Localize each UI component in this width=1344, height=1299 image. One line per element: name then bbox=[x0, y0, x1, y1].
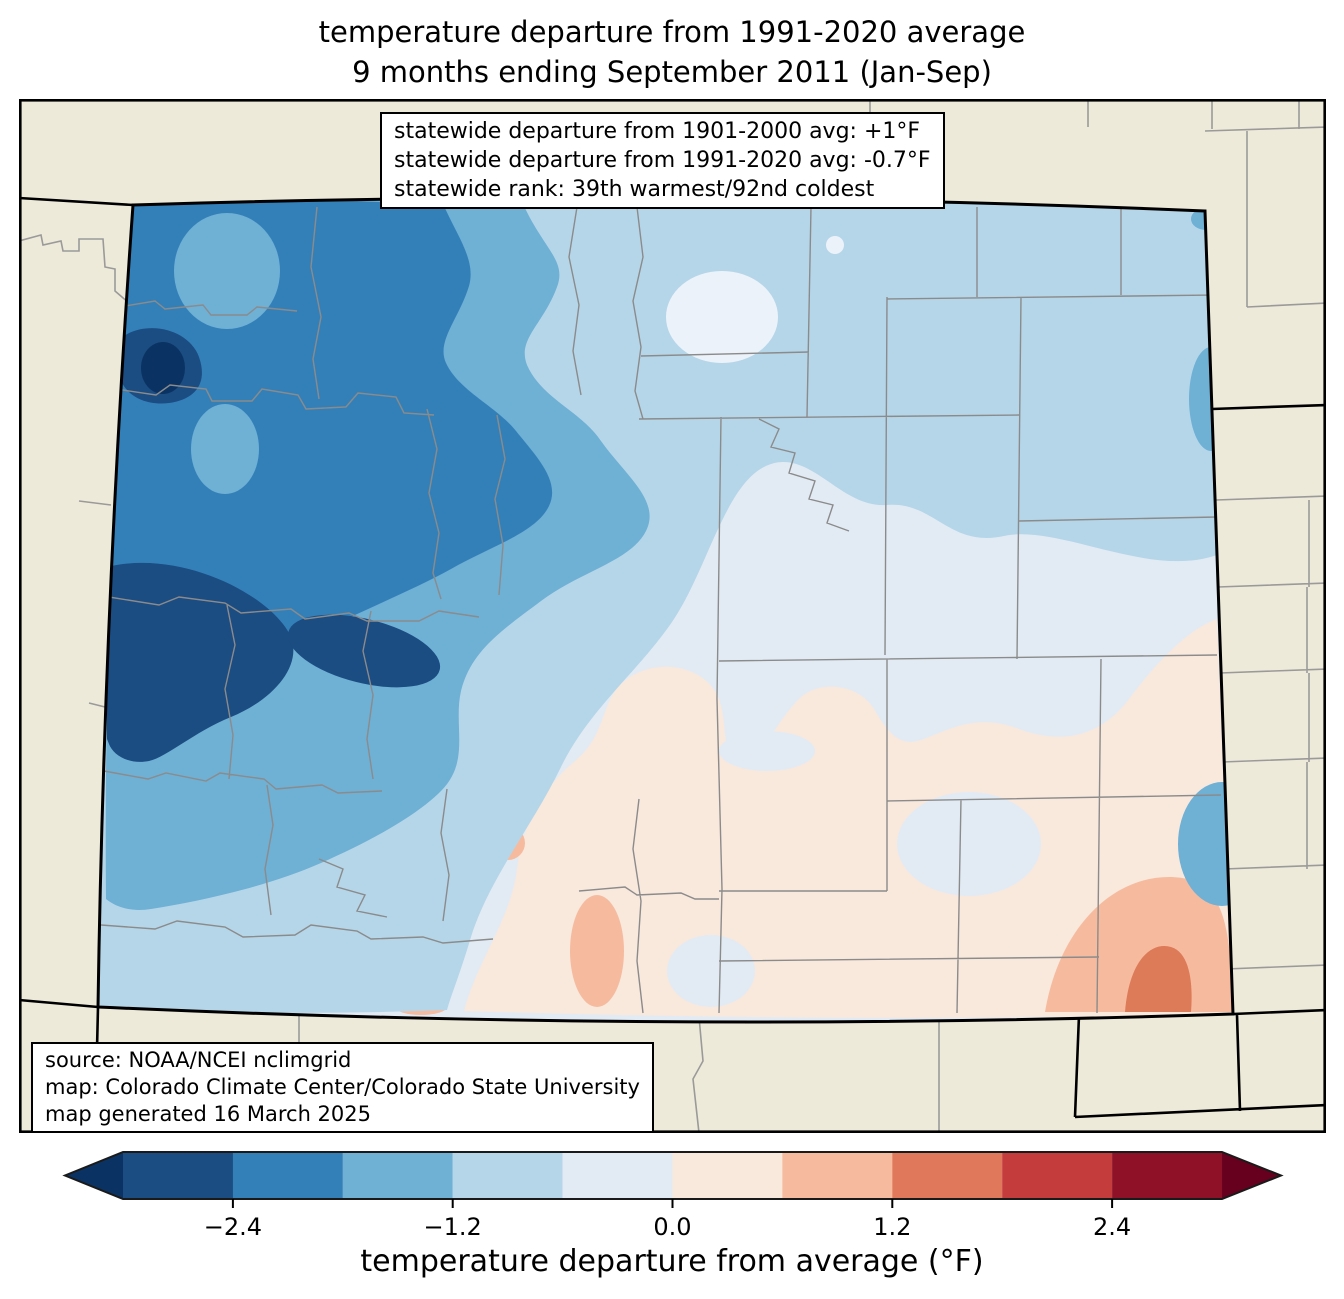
palest-blob bbox=[666, 271, 778, 363]
colorbar-segments bbox=[62, 1151, 1284, 1200]
colorbar-bin-9 bbox=[1112, 1152, 1223, 1199]
tick-label-neg2p4: −2.4 bbox=[204, 1213, 262, 1241]
tick-label-neg1p2: −1.2 bbox=[424, 1213, 482, 1241]
tick-label-2p4: 2.4 bbox=[1093, 1213, 1131, 1241]
figure-title: temperature departure from 1991-2020 ave… bbox=[0, 12, 1344, 92]
statewide-stats-box: statewide departure from 1901-2000 avg: … bbox=[380, 112, 945, 209]
contour-warm-southeast-core bbox=[1125, 945, 1192, 1012]
source-line-3: map generated 16 March 2025 bbox=[45, 1102, 372, 1126]
contour-dark-tongue bbox=[287, 614, 441, 688]
pale-pocket-3 bbox=[719, 731, 815, 771]
colorbar-bin-6 bbox=[782, 1152, 893, 1199]
colorbar-tick-labels: −2.4 −1.2 0.0 1.2 2.4 bbox=[204, 1213, 1131, 1241]
east-edge-blue-blob-2 bbox=[1178, 782, 1233, 906]
stats-line-3: statewide rank: 39th warmest/92nd coldes… bbox=[394, 177, 875, 202]
colorbar-bin-7 bbox=[892, 1152, 1003, 1199]
colorbar-bin-8 bbox=[1002, 1152, 1113, 1199]
pale-pocket-1 bbox=[897, 792, 1041, 896]
tick-label-1p2: 1.2 bbox=[873, 1213, 911, 1241]
colorbar: −2.4 −1.2 0.0 1.2 2.4 bbox=[0, 1142, 1344, 1252]
colorado-anomaly-map bbox=[19, 99, 1326, 1133]
colorbar-arrow-low bbox=[65, 1152, 123, 1199]
stats-line-2: statewide departure from 1991-2020 avg: … bbox=[394, 148, 931, 173]
contour-coldest-core bbox=[141, 342, 185, 394]
colorbar-bin-3 bbox=[452, 1152, 563, 1199]
tick-label-0p0: 0.0 bbox=[653, 1213, 691, 1241]
source-line-1: source: NOAA/NCEI nclimgrid bbox=[45, 1048, 352, 1072]
colorbar-outline bbox=[62, 1151, 1284, 1200]
contour-warm-blob-oval bbox=[570, 895, 624, 1007]
colorbar-bin-5 bbox=[672, 1152, 783, 1199]
title-line-1: temperature departure from 1991-2020 ave… bbox=[318, 15, 1026, 49]
source-box: source: NOAA/NCEI nclimgrid map: Colorad… bbox=[31, 1042, 654, 1133]
pale-pocket-2 bbox=[667, 935, 755, 1007]
palest-dot bbox=[826, 236, 844, 254]
county-borders bbox=[100, 206, 1222, 1014]
source-line-2: map: Colorado Climate Center/Colorado St… bbox=[45, 1075, 640, 1099]
colorbar-ticks bbox=[231, 1199, 1114, 1208]
stats-line-1: statewide departure from 1901-2000 avg: … bbox=[394, 119, 921, 144]
title-line-2: 9 months ending September 2011 (Jan-Sep) bbox=[352, 55, 992, 89]
colorbar-arrow-high bbox=[1222, 1152, 1281, 1199]
anomaly-contours bbox=[98, 197, 1233, 1023]
light-teardrop-northwest bbox=[174, 213, 280, 329]
contour-bin-0-0p6 bbox=[464, 619, 1233, 1018]
colorbar-bin-2 bbox=[342, 1152, 453, 1199]
light-teardrop-west bbox=[191, 404, 259, 494]
map-canvas bbox=[19, 99, 1326, 1133]
map-frame bbox=[19, 99, 1326, 1133]
colorbar-bin-0 bbox=[123, 1152, 233, 1199]
colorbar-axis-label: temperature departure from average (°F) bbox=[360, 1244, 984, 1279]
colorbar-bin-1 bbox=[232, 1152, 343, 1199]
colorbar-bin-4 bbox=[562, 1152, 673, 1199]
